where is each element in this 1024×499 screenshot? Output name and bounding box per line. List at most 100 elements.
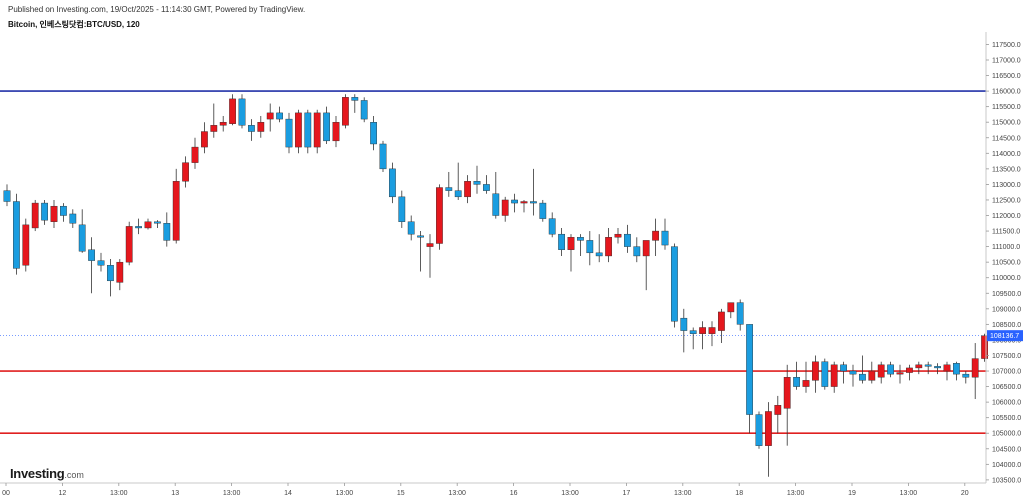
candle — [464, 175, 471, 204]
candle — [492, 171, 500, 219]
candle — [200, 122, 208, 154]
time-tick-label: 13:00 — [674, 490, 692, 497]
price-tick-label: 112500.0 — [992, 197, 1021, 204]
candle-body — [934, 366, 942, 369]
candle — [840, 361, 848, 384]
candle-body — [106, 265, 114, 282]
candle — [736, 299, 744, 331]
candle — [539, 199, 547, 222]
candle — [943, 361, 951, 381]
candle — [41, 199, 49, 225]
candle — [793, 361, 801, 390]
candle-body — [577, 237, 584, 241]
candle — [765, 402, 772, 477]
candle-body — [896, 372, 904, 375]
candle — [22, 218, 30, 272]
candle-body — [642, 240, 650, 257]
candle-body — [812, 361, 819, 381]
candle-body — [379, 143, 387, 170]
candle-body — [257, 121, 265, 132]
price-tick-label: 103500.0 — [992, 477, 1021, 484]
candle — [229, 94, 236, 126]
candle — [671, 243, 678, 328]
candle — [360, 97, 368, 123]
candle-body — [31, 202, 39, 229]
candle-body — [163, 223, 171, 241]
candle-body — [116, 261, 124, 283]
candle-body — [906, 367, 913, 373]
candle-body — [755, 414, 763, 446]
candle-body — [661, 230, 669, 246]
candle — [680, 308, 688, 353]
candle-body — [840, 364, 848, 372]
candle-body — [266, 112, 274, 120]
candle-body — [12, 201, 20, 269]
candle-body — [473, 181, 481, 185]
candle-body — [69, 213, 77, 224]
time-tick-label: 00 — [2, 490, 10, 497]
price-tick-label: 114500.0 — [992, 135, 1021, 142]
candle — [924, 361, 932, 375]
candle-body — [915, 364, 923, 369]
time-tick-label: 13:00 — [448, 490, 466, 497]
candle-body — [595, 252, 603, 257]
logo-brand: Investing — [10, 466, 65, 481]
candles — [3, 94, 989, 477]
time-tick-label: 13:00 — [561, 490, 579, 497]
candle-body — [407, 221, 415, 235]
candle-body — [689, 330, 697, 334]
price-tick-label: 108500.0 — [992, 322, 1021, 329]
candle-body — [558, 233, 566, 250]
time-tick-label: 15 — [397, 490, 405, 497]
candle-body — [389, 168, 396, 198]
time-tick-label: 14 — [284, 490, 292, 497]
time-tick-label: 16 — [510, 490, 518, 497]
candle — [219, 115, 227, 132]
candle-body — [652, 230, 660, 241]
time-tick-label: 13:00 — [110, 490, 128, 497]
candle — [398, 190, 406, 228]
candle-body — [50, 205, 58, 222]
candle — [633, 237, 641, 263]
candle — [605, 227, 613, 263]
price-axis: 117500.0 117000.0 116500.0 116000.0 115500.0… — [985, 32, 1023, 484]
candle — [144, 218, 152, 230]
candle-body — [342, 97, 349, 126]
candle — [238, 94, 246, 129]
candle-body — [210, 125, 218, 132]
candle-body — [727, 302, 735, 313]
candle-body — [802, 380, 810, 387]
candle — [285, 112, 293, 154]
candle — [746, 324, 754, 434]
price-tick-label: 116500.0 — [992, 73, 1021, 80]
candle-body — [454, 190, 462, 198]
price-tick-label: 104500.0 — [992, 446, 1021, 453]
candle-body — [360, 100, 368, 120]
candle-body — [548, 218, 556, 235]
candle-body — [492, 193, 500, 216]
candle-body — [501, 199, 509, 216]
time-tick-label: 13:00 — [336, 490, 354, 497]
candle — [971, 343, 979, 400]
candle — [614, 227, 622, 244]
candle — [295, 109, 302, 154]
candle — [849, 364, 857, 387]
candle-body — [247, 125, 255, 132]
candle — [332, 115, 340, 148]
candle — [210, 103, 218, 138]
price-tick-label: 106500.0 — [992, 384, 1021, 391]
candle-body — [436, 187, 443, 244]
candle-body — [605, 237, 613, 257]
candle-body — [943, 364, 951, 372]
candle-body — [398, 196, 406, 222]
time-axis: 00 12 13:00 13 13:00 14 13:00 15 13:00 16 13:00 17 1… — [0, 482, 986, 497]
price-tick-label: 113000.0 — [992, 182, 1021, 189]
time-tick-label: 17 — [623, 490, 631, 497]
candle — [953, 361, 960, 381]
candle-body — [971, 358, 979, 378]
time-tick-label: 12 — [59, 490, 67, 497]
candle — [191, 137, 199, 169]
candle-body — [182, 162, 189, 182]
price-tick-label: 107500.0 — [992, 353, 1021, 360]
